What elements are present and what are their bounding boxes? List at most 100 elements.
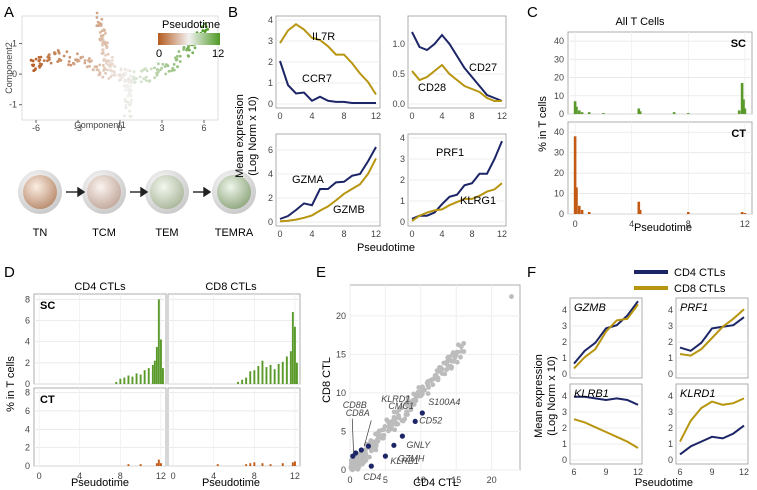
gene-title: KLRB1 [574, 388, 609, 400]
cell-differentiation-diagram: TN TCM TEM TEMRA [18, 170, 256, 239]
bar [249, 371, 252, 384]
panel-d-xlabel-cd8: Pseudotime [202, 477, 260, 489]
trajectory-point [129, 88, 133, 92]
bar [740, 212, 744, 214]
bar [294, 461, 296, 466]
trajectory-point [83, 59, 87, 62]
x-tick-label: 12 [633, 467, 643, 477]
y-tick-label: -1 [9, 100, 17, 110]
bar [139, 464, 142, 466]
trajectory-point [93, 65, 97, 69]
trajectory-point [42, 59, 46, 62]
x-tick-label: 0 [347, 475, 352, 485]
subplot-frame [567, 31, 753, 115]
trajectory-point [88, 64, 91, 68]
trajectory-point [178, 54, 182, 58]
x-tick-label: 12 [156, 471, 166, 481]
trajectory-ylabel: Component2 [4, 42, 14, 94]
bar [115, 381, 118, 384]
gene-point [426, 385, 431, 390]
bar [294, 326, 296, 384]
bar [155, 346, 158, 384]
trajectory-point [37, 64, 41, 68]
gene-point [399, 418, 405, 423]
y-tick-label: 0 [25, 379, 30, 389]
trajectory-point [132, 70, 136, 74]
trajectory-point [122, 84, 126, 88]
bar [143, 370, 146, 384]
trajectory-point [32, 69, 36, 72]
bar [638, 111, 642, 114]
trajectory-point [144, 79, 148, 82]
bar [575, 187, 578, 214]
trajectory-point [101, 63, 105, 67]
y-tick-label: 40 [554, 127, 564, 137]
series-line-klrd1-cd8 [679, 397, 745, 443]
trajectory-point [46, 59, 49, 63]
bar [261, 463, 264, 466]
highlight-gene-point [412, 418, 418, 424]
trajectory-point [99, 38, 102, 42]
gene-point [439, 371, 445, 376]
gene-point [458, 354, 463, 360]
trajectory-point [129, 100, 133, 104]
panel-label-a: A [4, 4, 14, 21]
bar [273, 369, 276, 384]
bar [291, 462, 294, 466]
trajectory-point [57, 57, 61, 61]
gene-point [435, 375, 441, 381]
x-tick-label: 4 [211, 471, 216, 481]
bar [637, 108, 641, 114]
y-tick-label: 0 [268, 217, 273, 227]
gene-point [404, 409, 409, 415]
trajectory-point [142, 77, 146, 81]
trajectory-point [103, 66, 106, 70]
y-tick-label: 10 [336, 388, 346, 398]
gene-point [422, 387, 427, 393]
bar [162, 368, 164, 384]
trajectory-point [83, 61, 87, 65]
legend-max: 12 [212, 48, 224, 60]
series-line-klrd1-cd4 [679, 424, 745, 456]
y-tick-label: 3 [668, 321, 673, 331]
x-tick-label: 12 [290, 471, 300, 481]
trajectory-point [187, 45, 190, 49]
x-tick-label: 0 [37, 471, 42, 481]
panel-label-b: B [228, 4, 238, 21]
x-tick-label: 6 [677, 467, 682, 477]
trajectory-point [95, 16, 99, 19]
trajectory-point [155, 73, 159, 77]
gene-point [384, 417, 390, 423]
x-tick-label: 4 [629, 219, 634, 229]
bar [265, 367, 268, 384]
gene-point [441, 360, 447, 366]
gene-point [387, 426, 392, 432]
trajectory-point [157, 69, 160, 73]
bar [573, 136, 577, 214]
y-tick-label: 4 [268, 15, 273, 25]
highlight-gene-point [353, 450, 359, 456]
trajectory-point [129, 98, 133, 102]
gene-label: GNLY [406, 440, 431, 450]
bar [151, 364, 154, 384]
x-tick-label: 8 [341, 229, 346, 239]
y-tick-label: 1 [668, 439, 673, 449]
bar [127, 464, 130, 466]
trajectory-point [91, 68, 95, 72]
y-tick-label: 8 [25, 388, 30, 398]
trajectory-point [145, 69, 149, 73]
series-line-klrb1-cd8 [573, 418, 639, 449]
trajectory-point [99, 34, 103, 38]
trajectory-point [177, 50, 181, 53]
y-tick-label: 0 [341, 465, 346, 475]
trajectory-point [125, 84, 128, 88]
trajectory-point [191, 51, 195, 55]
trajectory-point [104, 53, 107, 57]
x-tick-label: 4 [309, 229, 314, 239]
trajectory-point [139, 80, 143, 84]
bar [281, 463, 284, 466]
y-tick-label: 15 [336, 349, 346, 359]
